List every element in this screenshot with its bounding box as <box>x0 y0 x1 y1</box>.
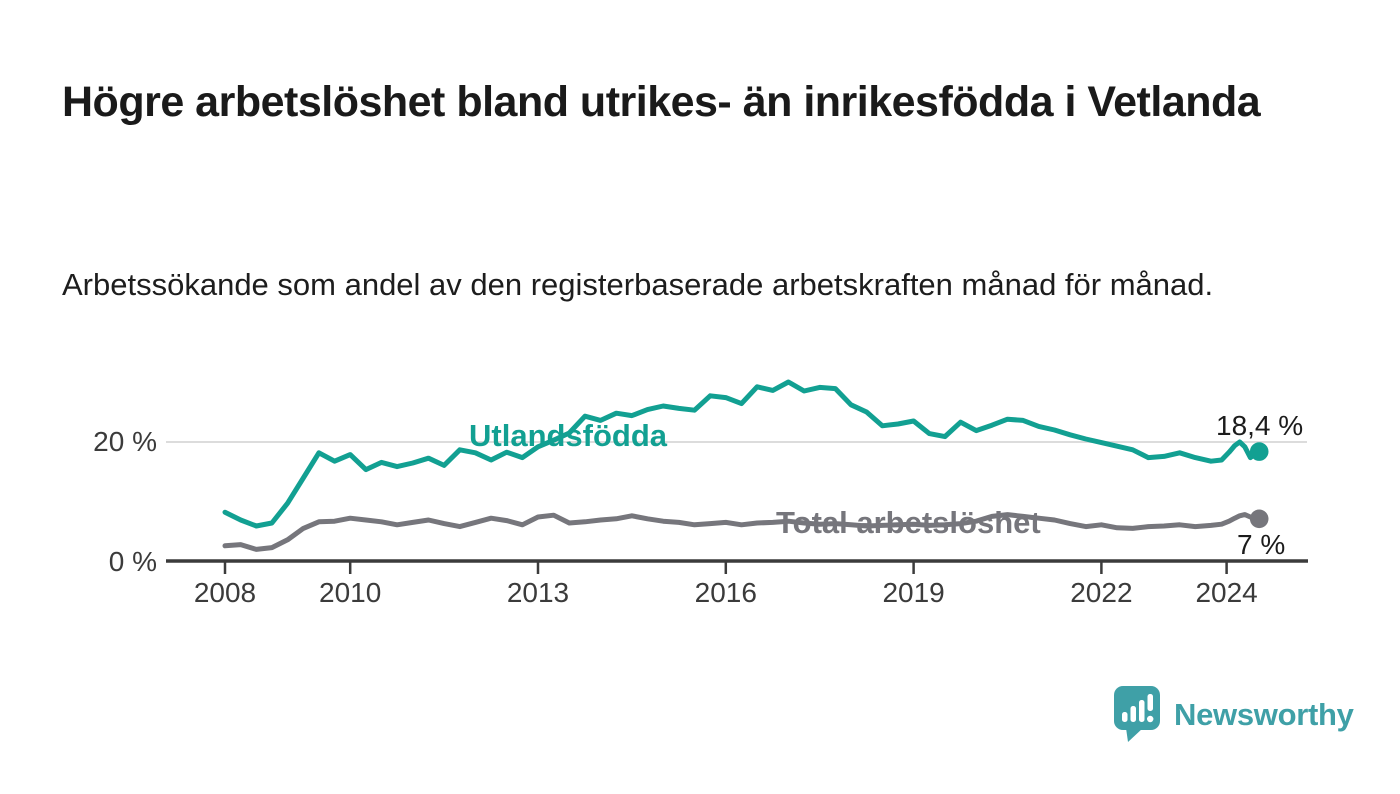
end-value-total: 7 % <box>1237 529 1286 560</box>
newsworthy-logo: Newsworthy <box>1113 686 1354 743</box>
end-value-utlandsfodda: 18,4 % <box>1216 410 1304 441</box>
y-tick-label-20: 20 % <box>93 426 157 457</box>
series-end-dot-0 <box>1249 442 1269 461</box>
x-tick-label-2010: 2010 <box>319 577 382 608</box>
x-tick-label-2019: 2019 <box>882 577 945 608</box>
x-tick-label-2008: 2008 <box>193 577 257 608</box>
x-tick-label-2022: 2022 <box>1070 577 1133 608</box>
newsworthy-wordmark: Newsworthy <box>1174 696 1354 732</box>
y-tick-label-0: 0 % <box>108 546 157 577</box>
series-line-0 <box>222 379 1262 529</box>
x-tick-label-2016: 2016 <box>694 577 757 608</box>
series-line-1 <box>222 512 1262 552</box>
x-tick-label-2024: 2024 <box>1195 577 1258 608</box>
x-tick-label-2013: 2013 <box>506 577 570 608</box>
series-label-total-arbetsloshet: Total arbetslöshet <box>776 505 1041 540</box>
page-title: Högre arbetslöshet bland utrikes- än inr… <box>62 77 1261 126</box>
series-end-dot-1 <box>1249 509 1269 529</box>
series-label-utlandsfodda: Utlandsfödda <box>469 418 668 453</box>
page-subtitle: Arbetssökande som andel av den registerb… <box>62 267 1214 302</box>
newsworthy-icon <box>1114 686 1160 742</box>
